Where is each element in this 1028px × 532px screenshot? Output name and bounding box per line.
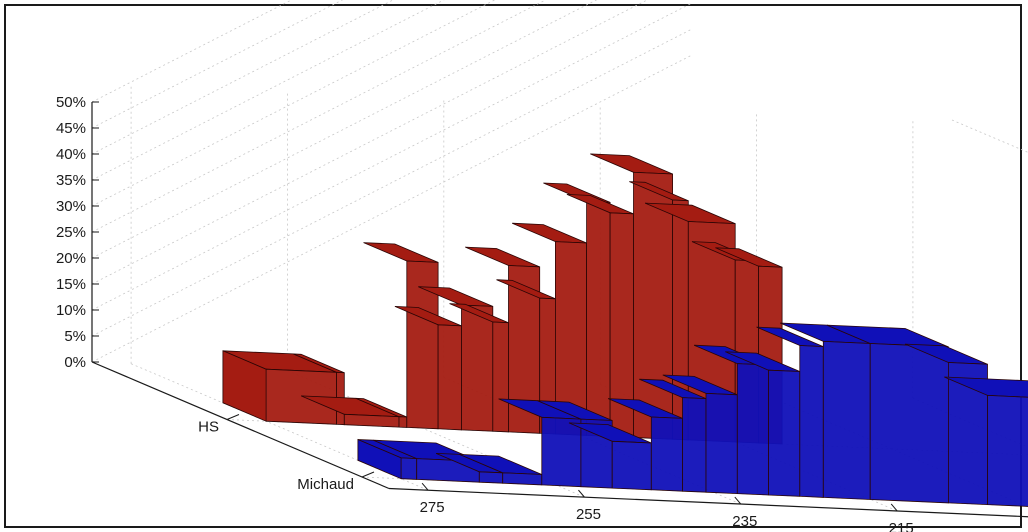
data-ribbons: [222, 153, 1028, 507]
x-tick: [734, 496, 742, 505]
grid-line: [91, 28, 693, 337]
data-bar: [650, 416, 683, 492]
grid-line: [91, 0, 547, 233]
data-bar: [400, 457, 418, 480]
data-bar: [502, 472, 543, 486]
data-bar: [682, 397, 707, 493]
data-bar: [586, 200, 611, 437]
grid-line: [287, 370, 585, 498]
data-bar: [736, 363, 769, 496]
series-ribbon: [357, 322, 1028, 507]
data-bar: [465, 246, 540, 268]
z-tick-label: 45%: [56, 120, 86, 137]
z-tick-label: 10%: [56, 302, 86, 319]
x-axis: [388, 487, 1028, 518]
data-bar: [406, 260, 439, 430]
z-tick-label: 5%: [64, 328, 86, 345]
x-tick: [578, 489, 585, 498]
grid-line: [951, 119, 1028, 153]
z-tick-label: 20%: [56, 250, 86, 267]
x-tick: [421, 482, 429, 491]
data-bar: [512, 222, 587, 244]
z-tick-label: 0%: [64, 354, 86, 371]
data-bar: [705, 392, 738, 495]
data-bar: [768, 369, 801, 497]
x-tick-label: 275: [420, 499, 445, 516]
x-tick-label: 255: [576, 506, 601, 523]
x-tick: [890, 503, 898, 512]
grid-line: [91, 0, 344, 129]
data-bar: [343, 413, 400, 428]
tick-labels: 0% 5% 10% 15% 20% 25% 30% 35% 40% 45% 50% 275 255 235…: [56, 94, 914, 532]
z-tick-label: 35%: [56, 172, 86, 189]
grid-line: [130, 363, 429, 491]
grid-line: [91, 0, 445, 181]
grid-line: [91, 54, 693, 363]
data-bar: [822, 340, 871, 500]
data-bar: [222, 350, 267, 422]
grid-line: [91, 0, 496, 207]
data-bar: [437, 324, 462, 431]
x-tick-label: 235: [732, 513, 757, 530]
z-tick-label: 50%: [56, 94, 86, 111]
z-tick-label: 30%: [56, 198, 86, 215]
z-tick-label: 40%: [56, 146, 86, 163]
series-tick-label: Michaud: [297, 476, 354, 493]
data-bar: [541, 416, 582, 488]
data-bar: [590, 153, 673, 175]
data-bar: [357, 438, 402, 480]
grid-line: [91, 0, 648, 285]
data-bar: [492, 321, 509, 433]
series-tick: [226, 414, 240, 420]
data-bar: [363, 242, 439, 263]
z-tick-label: 15%: [56, 276, 86, 293]
grid-line: [91, 2, 693, 311]
z-tick-label: 25%: [56, 224, 86, 241]
axes: [91, 101, 1028, 518]
data-bar: [611, 440, 652, 491]
series-axis: [91, 361, 390, 490]
grid-line: [91, 0, 293, 103]
data-bar: [398, 416, 408, 428]
data-bar: [869, 343, 949, 504]
data-bar: [944, 376, 1028, 398]
data-bar: [478, 471, 504, 484]
grid-line: [91, 0, 394, 155]
x-tick-label: 215: [889, 520, 914, 532]
data-bar: [987, 394, 1028, 507]
data-bar: [461, 304, 494, 432]
series-tick: [361, 471, 375, 478]
data-bar: [799, 345, 824, 498]
series-tick-label: HS: [198, 419, 219, 436]
grid-line: [91, 0, 598, 259]
